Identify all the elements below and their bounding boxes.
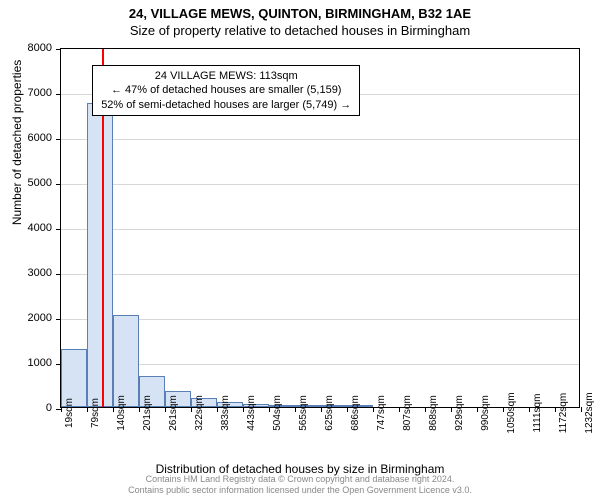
ytick-label: 7000 bbox=[12, 87, 52, 99]
xtick-label: 1050sqm bbox=[506, 392, 517, 433]
xtick-label: 261sqm bbox=[168, 395, 179, 431]
histogram-bar bbox=[87, 103, 113, 407]
footer-line-1: Contains HM Land Registry data © Crown c… bbox=[0, 474, 600, 485]
xtick-mark bbox=[165, 407, 166, 412]
ytick-mark bbox=[56, 94, 61, 95]
xtick-mark bbox=[477, 407, 478, 412]
xtick-mark bbox=[321, 407, 322, 412]
xtick-label: 686sqm bbox=[350, 395, 361, 431]
ytick-label: 5000 bbox=[12, 177, 52, 189]
gridline bbox=[61, 229, 579, 230]
xtick-mark bbox=[113, 407, 114, 412]
xtick-label: 322sqm bbox=[194, 395, 205, 431]
xtick-mark bbox=[529, 407, 530, 412]
xtick-mark bbox=[581, 407, 582, 412]
ytick-mark bbox=[56, 319, 61, 320]
xtick-label: 201sqm bbox=[142, 395, 153, 431]
histogram-bar bbox=[113, 315, 139, 407]
xtick-label: 1172sqm bbox=[558, 393, 569, 433]
xtick-label: 625sqm bbox=[324, 395, 335, 431]
gridline bbox=[61, 274, 579, 275]
xtick-label: 140sqm bbox=[116, 395, 127, 431]
xtick-label: 1232sqm bbox=[584, 392, 595, 433]
page-title-1: 24, VILLAGE MEWS, QUINTON, BIRMINGHAM, B… bbox=[0, 0, 600, 21]
xtick-label: 565sqm bbox=[298, 395, 309, 431]
xtick-mark bbox=[139, 407, 140, 412]
ytick-mark bbox=[56, 49, 61, 50]
xtick-mark bbox=[451, 407, 452, 412]
ytick-label: 4000 bbox=[12, 222, 52, 234]
xtick-mark bbox=[373, 407, 374, 412]
info-box-line: 24 VILLAGE MEWS: 113sqm bbox=[101, 69, 351, 83]
info-box: 24 VILLAGE MEWS: 113sqm← 47% of detached… bbox=[92, 65, 360, 116]
xtick-mark bbox=[295, 407, 296, 412]
info-box-line: 52% of semi-detached houses are larger (… bbox=[101, 98, 351, 112]
xtick-mark bbox=[217, 407, 218, 412]
ytick-mark bbox=[56, 274, 61, 275]
chart-plot-area: 19sqm79sqm140sqm201sqm261sqm322sqm383sqm… bbox=[60, 48, 580, 408]
ytick-mark bbox=[56, 229, 61, 230]
xtick-label: 504sqm bbox=[272, 395, 283, 431]
xtick-label: 868sqm bbox=[428, 395, 439, 431]
xtick-label: 747sqm bbox=[376, 395, 387, 431]
ytick-label: 0 bbox=[12, 402, 52, 414]
ytick-label: 3000 bbox=[12, 267, 52, 279]
xtick-label: 443sqm bbox=[246, 395, 257, 431]
chart-container: 24, VILLAGE MEWS, QUINTON, BIRMINGHAM, B… bbox=[0, 0, 600, 500]
ytick-label: 1000 bbox=[12, 357, 52, 369]
xtick-mark bbox=[269, 407, 270, 412]
gridline bbox=[61, 184, 579, 185]
footer-line-2: Contains public sector information licen… bbox=[0, 485, 600, 496]
page-title-2: Size of property relative to detached ho… bbox=[0, 21, 600, 42]
xtick-label: 19sqm bbox=[64, 398, 75, 428]
xtick-label: 990sqm bbox=[480, 395, 491, 431]
xtick-mark bbox=[503, 407, 504, 412]
xtick-mark bbox=[87, 407, 88, 412]
ytick-label: 2000 bbox=[12, 312, 52, 324]
xtick-mark bbox=[425, 407, 426, 412]
xtick-mark bbox=[555, 407, 556, 412]
xtick-label: 383sqm bbox=[220, 395, 231, 431]
xtick-mark bbox=[399, 407, 400, 412]
xtick-label: 807sqm bbox=[402, 395, 413, 431]
xtick-mark bbox=[347, 407, 348, 412]
xtick-mark bbox=[61, 407, 62, 412]
xtick-label: 1111sqm bbox=[532, 394, 543, 433]
ytick-label: 8000 bbox=[12, 42, 52, 54]
ytick-mark bbox=[56, 184, 61, 185]
xtick-label: 79sqm bbox=[90, 398, 101, 428]
xtick-mark bbox=[191, 407, 192, 412]
ytick-label: 6000 bbox=[12, 132, 52, 144]
gridline bbox=[61, 139, 579, 140]
xtick-mark bbox=[243, 407, 244, 412]
footer: Contains HM Land Registry data © Crown c… bbox=[0, 474, 600, 500]
ytick-mark bbox=[56, 139, 61, 140]
xtick-label: 929sqm bbox=[454, 395, 465, 431]
info-box-line: ← 47% of detached houses are smaller (5,… bbox=[101, 83, 351, 97]
